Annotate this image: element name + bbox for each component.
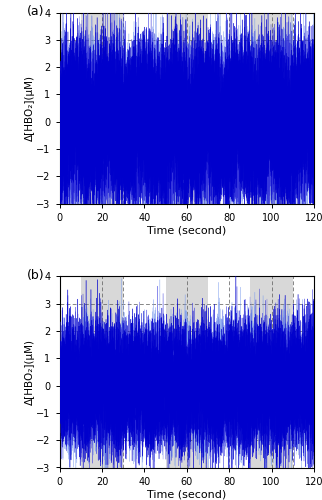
Text: (b): (b) (26, 268, 44, 281)
Bar (81, 12, 123, 203)
Bar (251, 12, 293, 203)
Y-axis label: Δ[HBO₂](μM): Δ[HBO₂](μM) (25, 339, 35, 405)
X-axis label: Time (second): Time (second) (147, 226, 226, 235)
Y-axis label: Δ[HBO₂](μM): Δ[HBO₂](μM) (25, 75, 35, 141)
Text: (a): (a) (26, 5, 44, 18)
Bar (251, 276, 293, 468)
Bar (166, 12, 208, 203)
X-axis label: Time (second): Time (second) (147, 490, 226, 500)
Bar (81, 276, 123, 468)
Bar (166, 276, 208, 468)
